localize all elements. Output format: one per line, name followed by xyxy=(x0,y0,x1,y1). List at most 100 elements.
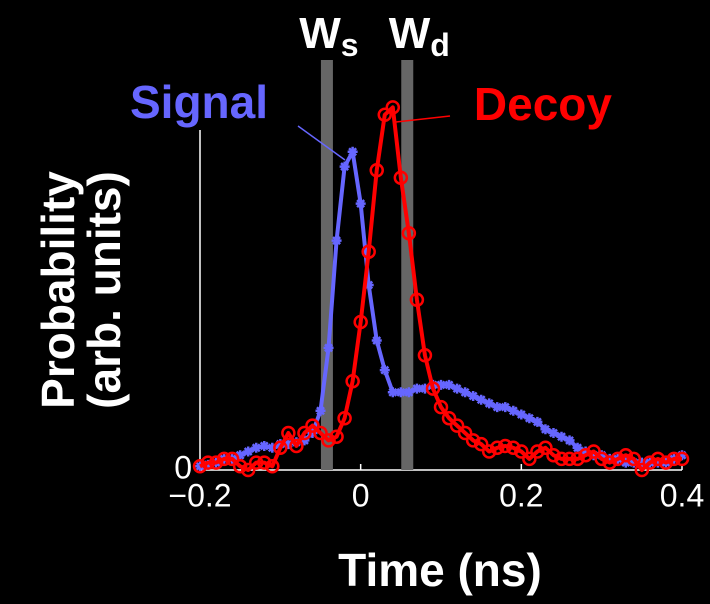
data-point xyxy=(594,451,609,467)
data-point xyxy=(449,418,465,433)
data-point xyxy=(570,451,585,467)
data-point xyxy=(385,100,401,115)
x-axis-title: Time (ns) xyxy=(338,544,542,596)
legend-label: Signal xyxy=(130,76,268,128)
data-point xyxy=(323,342,334,353)
data-point xyxy=(634,462,650,478)
data-point xyxy=(281,425,296,441)
y-axis-title: Probability (arb. units) xyxy=(32,171,130,409)
data-point xyxy=(548,428,559,438)
data-point xyxy=(628,457,639,468)
x-tick-label: 0.2 xyxy=(499,477,543,513)
data-point xyxy=(626,451,642,467)
data-point xyxy=(409,292,425,308)
series-line xyxy=(199,149,683,469)
data-point xyxy=(604,453,615,464)
window-subscript: d xyxy=(430,27,450,63)
data-point xyxy=(224,451,240,467)
data-point xyxy=(305,418,320,433)
data-point xyxy=(500,402,511,413)
data-point xyxy=(331,235,342,246)
data-point xyxy=(403,387,414,398)
data-point xyxy=(289,438,304,454)
data-point xyxy=(562,451,577,467)
data-point xyxy=(232,459,248,474)
data-point xyxy=(387,387,398,398)
data-point xyxy=(339,161,350,172)
data-point xyxy=(208,455,224,470)
data-point xyxy=(572,442,583,453)
data-point xyxy=(516,409,527,420)
data-point xyxy=(425,381,441,396)
window-bar xyxy=(401,60,414,470)
data-point xyxy=(315,405,326,416)
data-point xyxy=(321,433,336,448)
data-point xyxy=(355,198,366,209)
legend-leader xyxy=(297,125,346,161)
data-point xyxy=(650,451,666,467)
data-point xyxy=(580,446,591,457)
data-point xyxy=(465,433,481,448)
data-point xyxy=(492,402,503,413)
data-point xyxy=(514,444,529,459)
data-point xyxy=(267,442,278,453)
data-point xyxy=(203,459,214,470)
data-point xyxy=(473,436,489,452)
data-point xyxy=(489,440,505,456)
data-point xyxy=(265,459,280,474)
data-point xyxy=(347,146,358,157)
data-point xyxy=(602,455,617,470)
data-point xyxy=(674,451,690,467)
window-bar xyxy=(320,60,333,470)
window-letter: W xyxy=(389,9,431,58)
window-letter: W xyxy=(299,9,341,58)
data-point xyxy=(297,425,312,441)
data-point xyxy=(379,365,390,376)
y-axis-title-line: Probability xyxy=(32,171,84,409)
data-point xyxy=(530,444,545,459)
data-point xyxy=(417,348,433,363)
data-point xyxy=(436,379,446,390)
x-tick-label: −0.2 xyxy=(168,477,231,513)
data-point xyxy=(257,455,272,470)
data-point xyxy=(361,244,376,259)
data-point xyxy=(307,428,318,438)
data-point xyxy=(393,170,409,185)
window-subscript: s xyxy=(341,27,359,63)
data-point xyxy=(369,163,384,178)
data-point xyxy=(240,462,256,478)
data-point xyxy=(460,387,471,398)
data-point xyxy=(586,444,601,459)
data-point xyxy=(468,391,479,401)
data-point xyxy=(642,455,658,470)
data-point xyxy=(363,280,374,290)
data-point xyxy=(200,455,216,470)
y-axis-title-line: (arb. units) xyxy=(78,171,130,409)
data-point xyxy=(610,451,625,467)
data-point xyxy=(216,451,232,467)
y-tick-label: 0 xyxy=(174,449,192,485)
data-point xyxy=(546,447,561,463)
series-line xyxy=(199,105,682,472)
window-label: Ws xyxy=(299,9,358,64)
data-point xyxy=(636,457,647,468)
data-point xyxy=(251,442,262,453)
data-point xyxy=(556,431,567,442)
data-point xyxy=(506,440,521,456)
data-point xyxy=(481,444,497,459)
data-point xyxy=(283,439,294,450)
data-point xyxy=(395,387,406,398)
window-label: Wd xyxy=(389,9,450,64)
data-point xyxy=(377,107,393,123)
x-tick-label: 0.4 xyxy=(660,477,704,513)
data-point xyxy=(618,447,634,463)
data-point xyxy=(353,314,368,330)
data-point xyxy=(564,435,575,446)
data-point xyxy=(313,425,328,441)
legend-leader xyxy=(395,115,451,123)
data-point xyxy=(299,435,310,446)
data-point xyxy=(522,451,537,467)
data-point xyxy=(259,440,270,451)
data-point xyxy=(508,405,519,416)
